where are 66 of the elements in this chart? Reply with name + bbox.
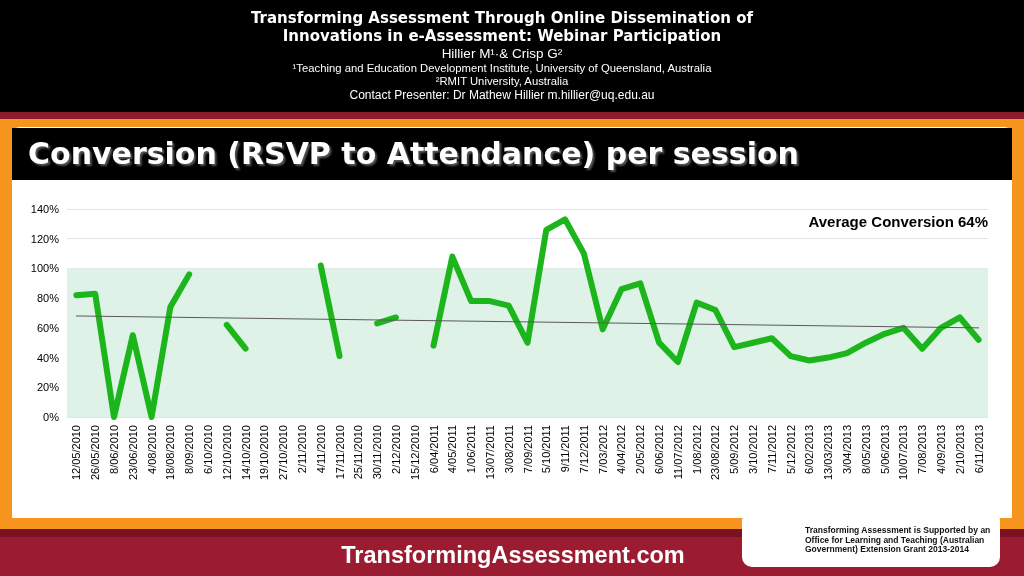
x-tick-label: 23/08/2012 (709, 425, 722, 481)
x-tick-label: 4/11/2010 (314, 425, 327, 474)
x-tick-label: 12/05/2010 (70, 425, 83, 481)
x-tick-label: 4/04/2012 (615, 425, 628, 474)
x-tick-label: 14/10/2010 (239, 425, 252, 481)
x-tick-label: 26/05/2010 (89, 425, 102, 481)
text: Hillier M¹·& Crisp G² (440, 45, 564, 61)
text: TransformingAssessment.com (340, 541, 686, 569)
text: Transforming Assessment is Supported by an Office for Learning and Teaching (Australian Government) Extension Grant 2013-2014 (805, 525, 992, 555)
x-tick-label: 6/06/2012 (653, 425, 666, 474)
x-tick-label: 10/07/2013 (897, 425, 910, 481)
x-tick-label: 2/10/2013 (953, 425, 966, 474)
x-tick-label: 11/07/2012 (671, 425, 684, 480)
x-tick-label: 13/07/2011 (483, 425, 496, 480)
x-tick-label: 7/09/2011 (521, 425, 534, 474)
text: Contact Presenter: Dr Mathew Hillier m.hillier@uq.edu.au (348, 87, 656, 103)
x-tick-label: 1/06/2011 (465, 425, 478, 474)
x-tick-label: 19/10/2010 (258, 425, 271, 481)
x-tick-label: 2/11/2010 (295, 425, 308, 474)
x-tick-label: 25/11/2010 (352, 425, 365, 480)
x-tick-label: 6/04/2011 (427, 425, 440, 474)
x-tick-label: 30/11/2010 (371, 425, 384, 480)
x-tick-label: 4/08/2010 (145, 425, 158, 474)
x-tick-label: 17/11/2010 (333, 425, 346, 480)
y-tick-label: 100% (30, 262, 60, 275)
x-tick-label: 3/08/2011 (502, 425, 515, 474)
text: Transforming Assessment Through Online Dissemination of Innovations in e-Assessment: Webinar Participation (250, 9, 755, 45)
chart-title: Conversion (RSVP to Attendance) per session (28, 136, 800, 172)
x-tick-label: 2/12/2010 (389, 425, 402, 474)
x-tick-label: 7/11/2012 (765, 425, 778, 474)
x-tick-label: 7/03/2012 (596, 425, 609, 474)
x-tick-label: 7/08/2013 (916, 425, 929, 474)
x-tick-label: 5/09/2012 (728, 425, 741, 474)
x-tick-label: 5/12/2012 (784, 425, 797, 474)
x-tick-label: 1/08/2012 (690, 425, 703, 474)
y-tick-label: 120% (30, 232, 60, 245)
y-tick-label: 80% (36, 292, 60, 305)
y-tick-label: 40% (36, 351, 60, 364)
y-tick-label: 20% (36, 381, 60, 394)
x-tick-label: 8/06/2010 (107, 425, 120, 474)
x-tick-label: 13/03/2013 (822, 425, 835, 481)
x-tick-label: 6/02/2013 (803, 425, 816, 474)
x-tick-label: 5/10/2011 (540, 425, 553, 474)
x-tick-label: 18/08/2010 (164, 425, 177, 481)
text: ¹Teaching and Education Development Institute, University of Queensland, Australia (291, 61, 713, 75)
y-tick-label: 140% (30, 203, 60, 215)
x-tick-label: 27/10/2010 (277, 425, 290, 481)
x-tick-label: 8/05/2013 (859, 425, 872, 474)
x-tick-label: 6/10/2010 (201, 425, 214, 474)
x-tick-label: 15/12/2010 (408, 425, 421, 481)
y-tick-label: 0% (43, 411, 60, 423)
x-tick-label: 3/10/2012 (747, 425, 760, 474)
annotation: Average Conversion 64% (808, 213, 989, 230)
x-tick-label: 5/06/2013 (878, 425, 891, 474)
x-tick-label: 12/10/2010 (220, 425, 233, 481)
x-tick-label: 4/05/2011 (446, 425, 459, 474)
y-tick-label: 60% (36, 321, 60, 334)
x-tick-label: 4/09/2013 (935, 425, 948, 474)
x-tick-label: 23/06/2010 (126, 425, 139, 481)
text: ²RMIT University, Australia (434, 74, 570, 88)
x-tick-label: 3/04/2013 (841, 425, 854, 474)
x-tick-label: 7/12/2011 (577, 425, 590, 474)
x-tick-label: 6/11/2013 (972, 425, 985, 474)
x-tick-label: 9/11/2011 (559, 425, 572, 473)
x-tick-label: 2/05/2012 (634, 425, 647, 474)
x-tick-label: 8/09/2010 (183, 425, 196, 474)
